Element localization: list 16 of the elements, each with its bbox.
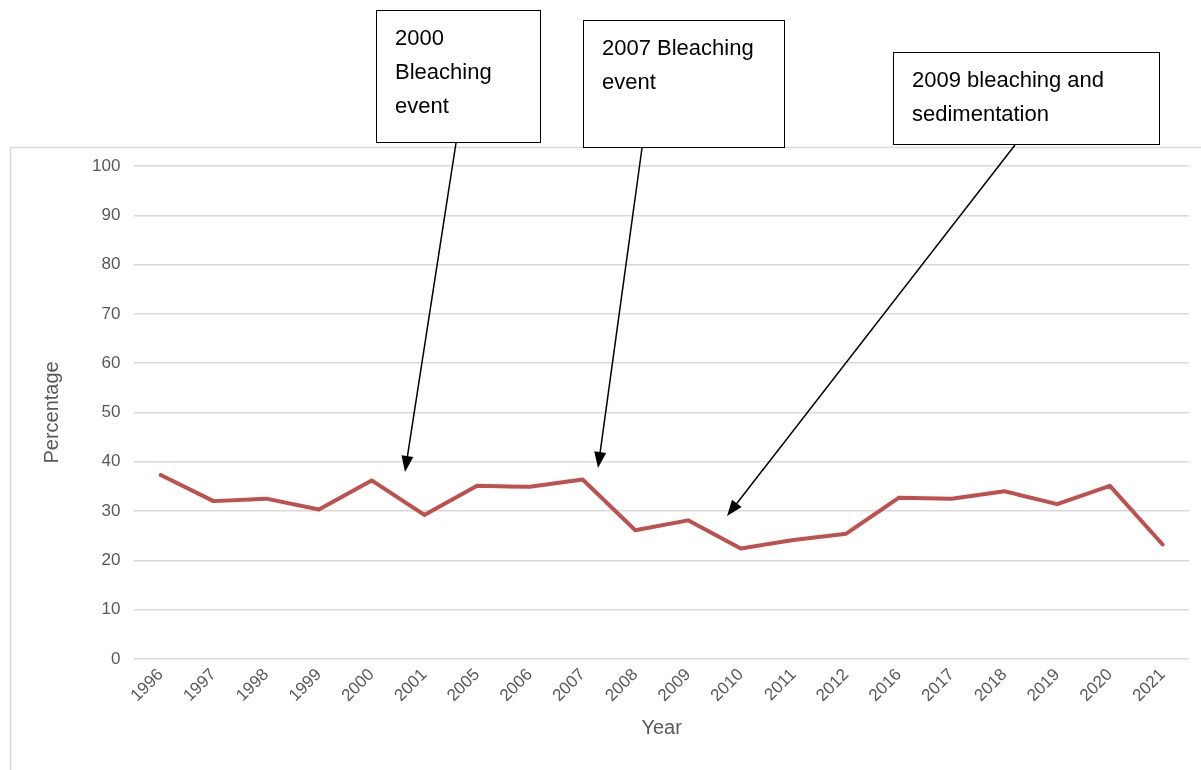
y-tick-label: 50 — [101, 402, 121, 422]
text: 2007 Bleaching event — [602, 35, 754, 94]
y-tick-label: 80 — [101, 254, 121, 274]
y-tick-label: 0 — [110, 648, 121, 668]
y-tick-label: 90 — [101, 204, 121, 224]
y-axis-title: Percentage — [39, 361, 62, 464]
x-axis-title: Year — [641, 715, 683, 738]
y-tick-label: 100 — [91, 155, 121, 175]
y-tick-label: 10 — [101, 599, 121, 619]
y-tick-label: 70 — [101, 303, 121, 323]
text: 2009 bleaching and sedimentation — [912, 67, 1105, 126]
y-tick-label: 40 — [101, 451, 121, 471]
text: 2000 Bleaching event — [395, 25, 492, 118]
y-tick-label: 30 — [101, 500, 121, 520]
y-tick-label: 60 — [101, 352, 121, 372]
y-tick-label: 20 — [101, 549, 121, 569]
